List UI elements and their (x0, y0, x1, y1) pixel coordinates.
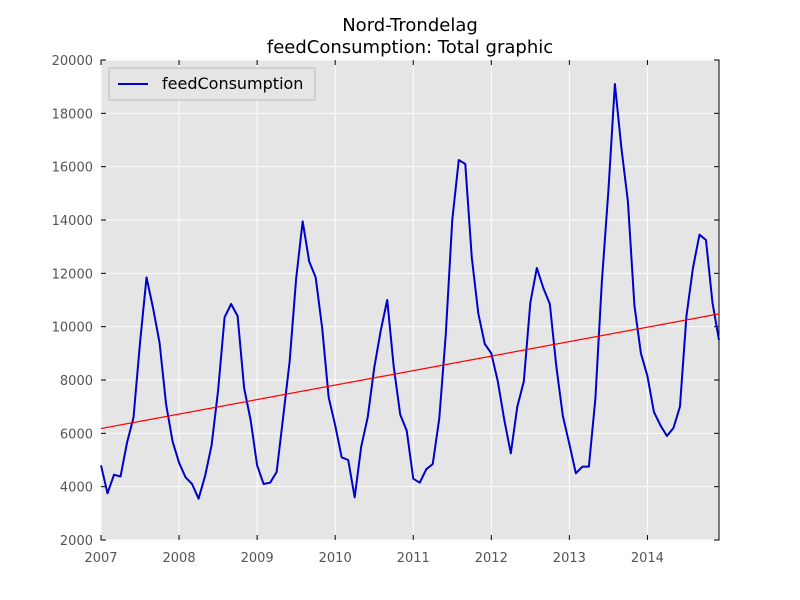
y-tick-label: 20000 (52, 54, 93, 69)
chart-title: Nord-Trondelag (342, 15, 478, 36)
y-tick-label: 18000 (52, 107, 93, 122)
series-line-feedconsumption (100, 83, 720, 500)
x-tick-label: 2011 (397, 551, 430, 566)
ticks: 2000 4000 6000 8000 10000 12000 14000 16000 1800… (52, 54, 719, 566)
y-tick-label: 2000 (60, 534, 93, 549)
x-tick-label: 2014 (631, 551, 664, 566)
x-tick-label: 2012 (475, 551, 508, 566)
x-tick-label: 2009 (241, 551, 274, 566)
y-tick-label: 8000 (60, 374, 93, 389)
x-tick-label: 2008 (163, 551, 196, 566)
plot-area (100, 59, 720, 541)
y-tick-label: 12000 (52, 267, 93, 282)
legend-label: feedConsumption (162, 74, 303, 93)
legend: feedConsumption (108, 67, 316, 101)
x-tick-label: 2007 (84, 551, 117, 566)
chart-subtitle: feedConsumption: Total graphic (267, 37, 553, 58)
y-tick-label: 16000 (52, 161, 93, 176)
y-tick-label: 10000 (52, 321, 93, 336)
series-layer (100, 83, 720, 500)
y-tick-label: 4000 (60, 481, 93, 496)
y-tick-label: 6000 (60, 427, 93, 442)
x-tick-label: 2013 (553, 551, 586, 566)
x-tick-label: 2010 (319, 551, 352, 566)
y-tick-label: 14000 (52, 214, 93, 229)
trend-line (100, 313, 720, 430)
